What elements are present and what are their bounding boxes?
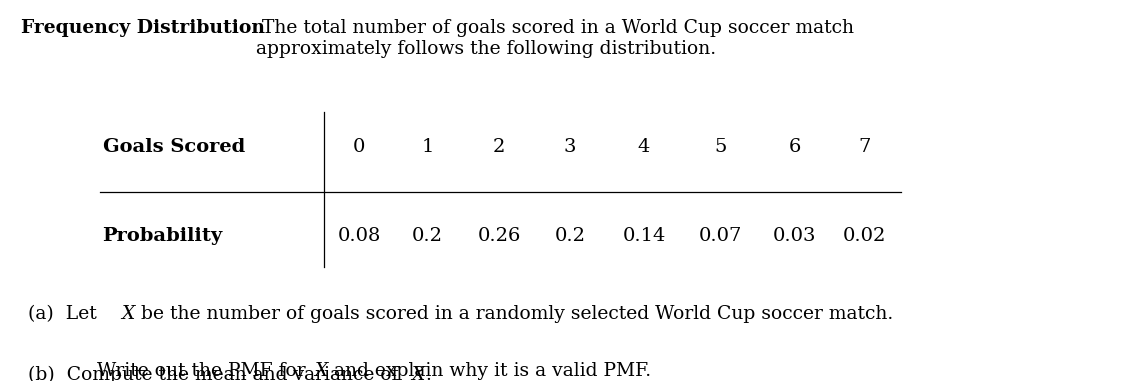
Text: 0.14: 0.14 — [622, 227, 666, 245]
Text: 0.02: 0.02 — [842, 227, 886, 245]
Text: be the number of goals scored in a randomly selected World Cup soccer match.: be the number of goals scored in a rando… — [135, 305, 893, 323]
Text: X: X — [121, 305, 135, 323]
Text: 5: 5 — [715, 138, 726, 156]
Text: (a)  Let: (a) Let — [28, 305, 104, 323]
Text: The total number of goals scored in a World Cup soccer match
approximately follo: The total number of goals scored in a Wo… — [256, 19, 855, 58]
Text: 0.2: 0.2 — [412, 227, 443, 245]
Text: 0.07: 0.07 — [699, 227, 742, 245]
Text: .: . — [425, 366, 431, 381]
Text: X: X — [412, 366, 425, 381]
Text: 7: 7 — [858, 138, 870, 156]
Text: X: X — [315, 362, 328, 380]
Text: 0.08: 0.08 — [337, 227, 381, 245]
Text: 0: 0 — [353, 138, 365, 156]
Text: 0.03: 0.03 — [773, 227, 816, 245]
Text: Goals Scored: Goals Scored — [103, 138, 245, 156]
Text: 1: 1 — [422, 138, 433, 156]
Text: Write out the PMF for: Write out the PMF for — [97, 362, 311, 380]
Text: Probability: Probability — [103, 227, 222, 245]
Text: and explain why it is a valid PMF.: and explain why it is a valid PMF. — [328, 362, 651, 380]
Text: 6: 6 — [789, 138, 800, 156]
Text: 3: 3 — [564, 138, 576, 156]
Text: 0.2: 0.2 — [554, 227, 586, 245]
Text: Frequency Distribution: Frequency Distribution — [21, 19, 264, 37]
Text: 2: 2 — [494, 138, 505, 156]
Text: 0.26: 0.26 — [478, 227, 521, 245]
Text: (b)  Compute the mean and variance of: (b) Compute the mean and variance of — [28, 366, 405, 381]
Text: 4: 4 — [638, 138, 650, 156]
